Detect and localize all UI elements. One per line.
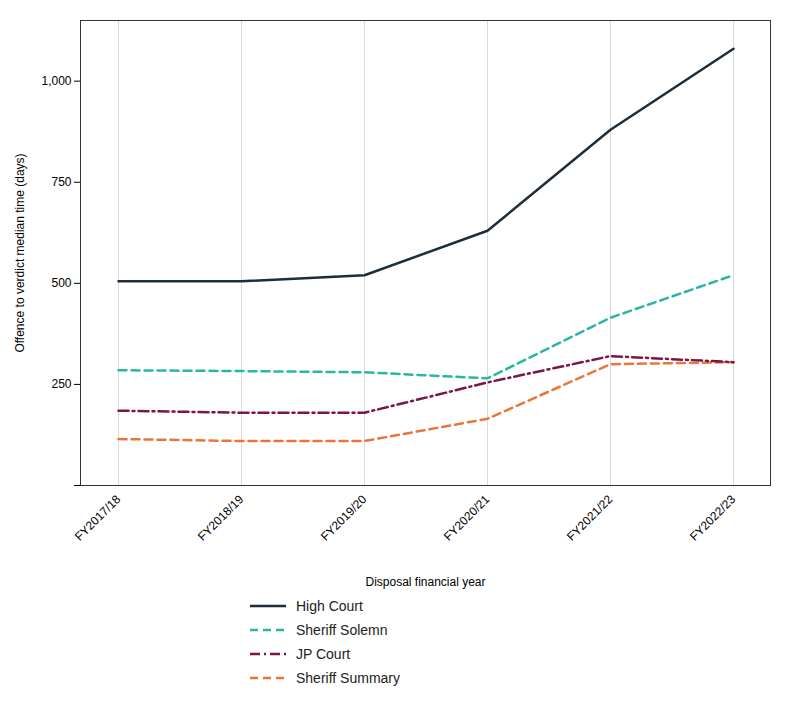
html-text:High Court: High Court <box>296 598 363 614</box>
svg-text:500: 500 <box>51 276 71 290</box>
html-text:Sheriff Solemn: Sheriff Solemn <box>296 622 388 638</box>
svg-text:750: 750 <box>51 175 71 189</box>
svg-text:FY2017/18: FY2017/18 <box>72 492 124 544</box>
svg-text:1,000: 1,000 <box>41 74 71 88</box>
svg-text:FY2022/23: FY2022/23 <box>687 492 739 544</box>
svg-text:FY2020/21: FY2020/21 <box>441 492 493 544</box>
svg-text:Offence to verdict median time: Offence to verdict median time (days) <box>13 153 27 352</box>
svg-text:250: 250 <box>51 377 71 391</box>
svg-text:FY2019/20: FY2019/20 <box>318 492 370 544</box>
svg-text:FY2021/22: FY2021/22 <box>564 492 616 544</box>
svg-text:Disposal financial year: Disposal financial year <box>365 575 485 589</box>
html-text:Sheriff Summary: Sheriff Summary <box>296 670 400 686</box>
html-text:JP Court: JP Court <box>296 646 351 662</box>
svg-text:FY2018/19: FY2018/19 <box>195 492 247 544</box>
